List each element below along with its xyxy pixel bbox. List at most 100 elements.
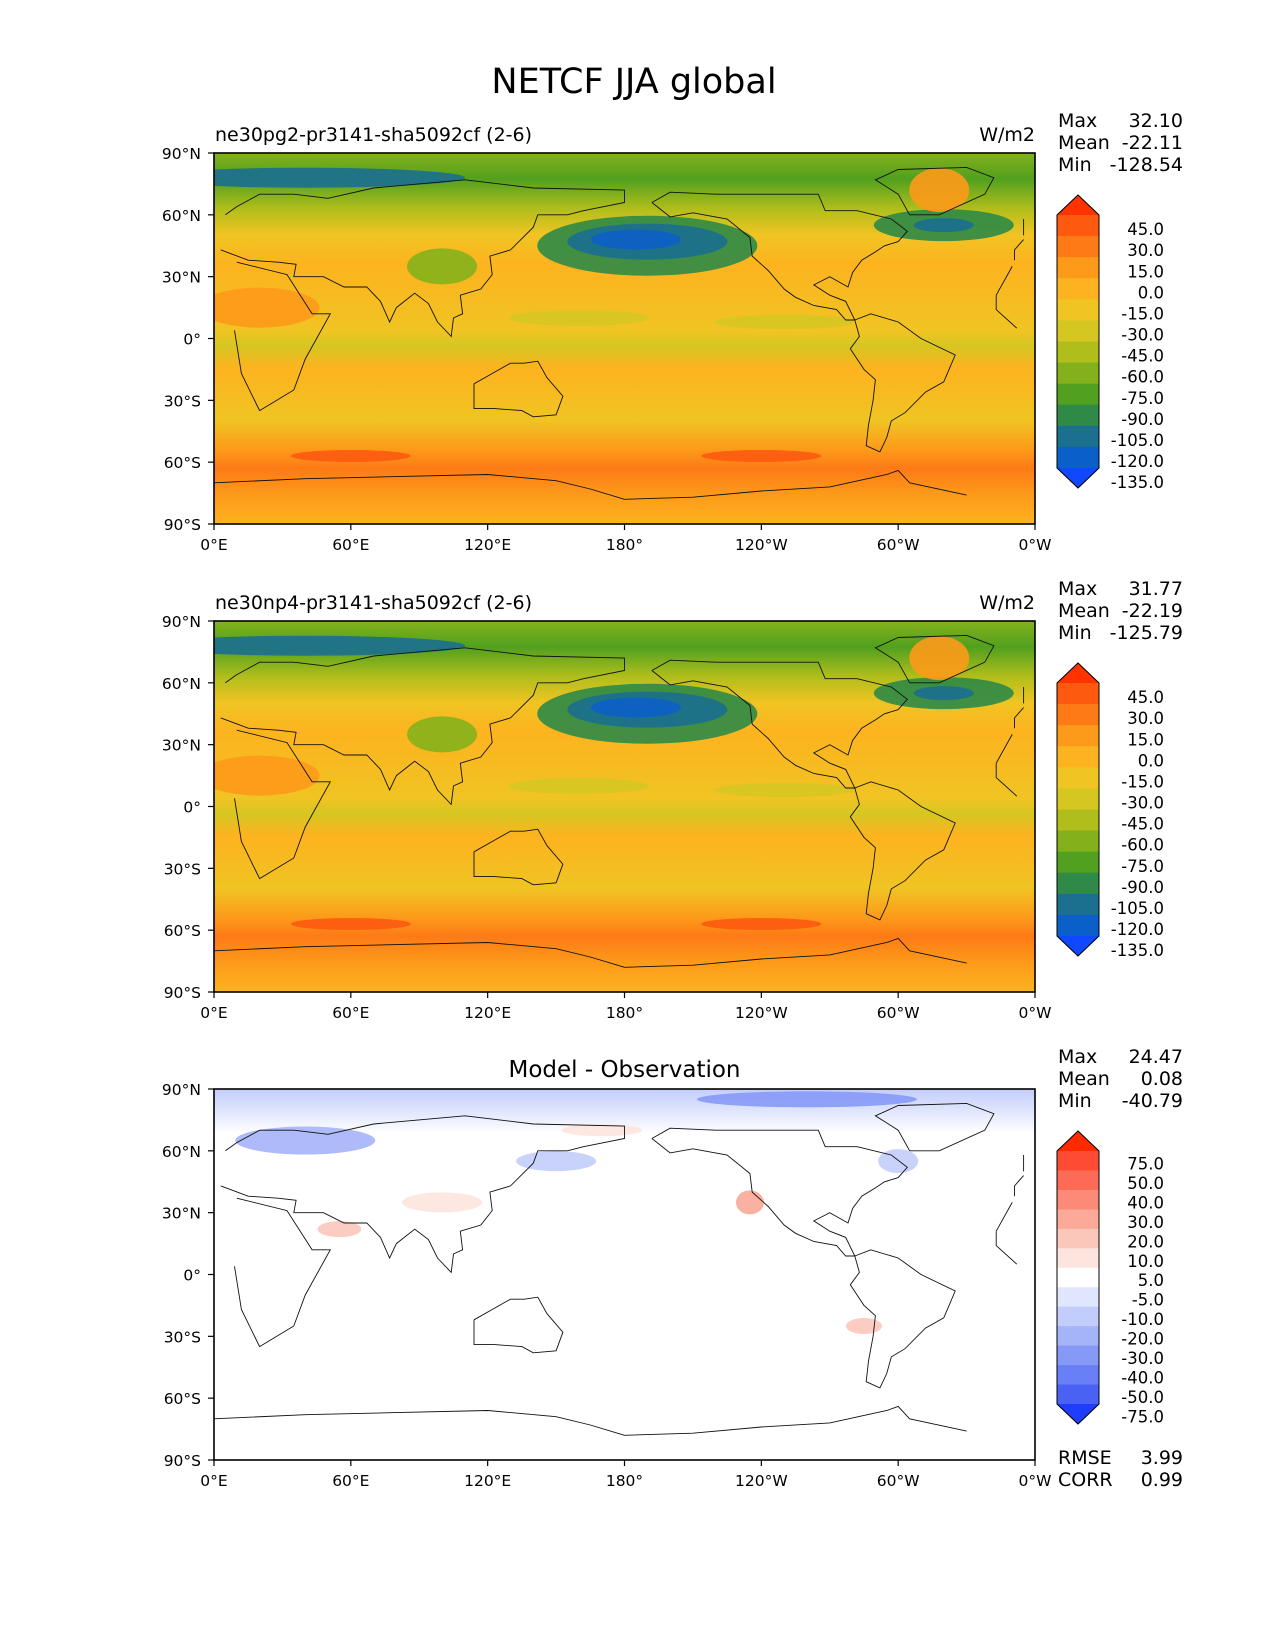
colorbar-label: -90.0 xyxy=(1121,878,1164,897)
y-tick-label: 0° xyxy=(183,331,201,349)
x-tick-label: 60°E xyxy=(332,1472,369,1490)
stat-label: Mean xyxy=(1058,1068,1110,1090)
colorbar-label: 15.0 xyxy=(1127,730,1164,749)
colorbar-segment xyxy=(1057,1189,1099,1210)
colorbar-label: -30.0 xyxy=(1121,794,1164,813)
colorbar-label: -5.0 xyxy=(1132,1291,1164,1310)
colorbar-label: 10.0 xyxy=(1127,1252,1164,1271)
colorbar-label: -20.0 xyxy=(1121,1330,1164,1349)
y-tick-label: 60°N xyxy=(162,207,201,225)
colorbar-segment xyxy=(1057,404,1099,427)
sahara-region xyxy=(214,287,320,328)
npacific-min xyxy=(590,697,681,718)
colorbar-label: 30.0 xyxy=(1127,709,1164,728)
southern-ocean-a xyxy=(290,917,411,930)
colorbar-segment xyxy=(1057,278,1099,300)
colorbar-label: -105.0 xyxy=(1111,431,1164,450)
stat-label: Max xyxy=(1058,1046,1097,1068)
diff-blue-eurasia xyxy=(235,1126,376,1155)
y-tick-label: 30°N xyxy=(162,737,201,755)
southern-ocean-a xyxy=(290,449,411,462)
map-panel-3: 0°E 60°E 120°E 180° 120°W 60°W 0°W 90°N 60°N 30°N… xyxy=(162,1046,1183,1491)
x-tick-label: 60°W xyxy=(877,536,920,554)
colorbar-segment xyxy=(1057,830,1099,853)
field-background xyxy=(214,621,1035,992)
colorbar-label: -120.0 xyxy=(1111,452,1164,471)
colorbar-segment xyxy=(1057,1365,1099,1386)
y-tick-label: 60°N xyxy=(162,675,201,693)
colorbar-segment xyxy=(1057,704,1099,726)
coastline xyxy=(651,659,908,789)
diff-blue-arctic xyxy=(696,1091,917,1108)
colorbar-label: 0.0 xyxy=(1138,283,1164,302)
coastline xyxy=(874,634,995,684)
y-tick-label: 30°S xyxy=(164,860,201,878)
tibet-region xyxy=(407,248,478,285)
colorbar-segment xyxy=(1057,341,1099,364)
colorbar-segment xyxy=(1057,1306,1099,1327)
panel-subtitle: ne30pg2-pr3141-sha5092cf (2-6) xyxy=(215,124,532,146)
colorbar: 45.0 30.0 15.0 0.0 -15.0 -30.0 -45.0 -60.0 -75.0… xyxy=(1056,194,1164,492)
colorbar-label: -120.0 xyxy=(1111,920,1164,939)
natlantic-core xyxy=(913,218,974,233)
y-tick-label: 60°S xyxy=(164,1390,201,1408)
natlantic-core xyxy=(913,686,974,701)
colorbar-label: -75.0 xyxy=(1121,1407,1164,1426)
itcz-east xyxy=(714,315,855,330)
coastline xyxy=(651,1127,908,1257)
arctic-band xyxy=(214,635,466,656)
colorbar-segment xyxy=(1057,362,1099,385)
coastline xyxy=(473,1296,564,1354)
colorbar-segment xyxy=(1057,299,1099,321)
field-layer xyxy=(214,1089,1035,1460)
x-tick-label: 0°W xyxy=(1019,1472,1052,1490)
colorbar: 45.0 30.0 15.0 0.0 -15.0 -30.0 -45.0 -60.0 -75.0… xyxy=(1056,662,1164,960)
colorbar-segment xyxy=(1057,257,1099,279)
x-tick-label: 0°W xyxy=(1019,536,1052,554)
colorbar-segment xyxy=(1057,1170,1099,1191)
coastline xyxy=(473,828,564,886)
colorbar-label: -135.0 xyxy=(1111,941,1164,960)
diff-red-asia xyxy=(402,1192,483,1213)
colorbar-segment xyxy=(1057,683,1099,705)
map-panel-2: 0°E 60°E 120°E 180° 120°W 60°W 0°W 90°N 60°N 30°N… xyxy=(162,578,1183,1022)
southern-ocean-b xyxy=(701,449,822,462)
colorbar-label: 45.0 xyxy=(1127,688,1164,707)
coastline xyxy=(220,647,1025,806)
colorbar-label: -10.0 xyxy=(1121,1310,1164,1329)
colorbar-segment xyxy=(1057,767,1099,789)
stat-value: -22.11 xyxy=(1122,132,1183,154)
colorbar-segment xyxy=(1057,746,1099,768)
coastline xyxy=(473,360,564,418)
coastline xyxy=(651,191,908,321)
y-tick-label: 90°S xyxy=(164,984,201,1002)
y-tick-label: 90°S xyxy=(164,516,201,534)
x-tick-label: 120°E xyxy=(464,536,511,554)
colorbar-label: 45.0 xyxy=(1127,220,1164,239)
units-label: W/m2 xyxy=(979,592,1035,614)
map-panel-1: 0°E 60°E 120°E 180° 120°W 60°W 0°W 90°N 60°N 30°N… xyxy=(162,110,1183,554)
x-tick-label: 120°W xyxy=(735,536,788,554)
diff-red-arabia xyxy=(317,1221,362,1238)
rmse-label: RMSE xyxy=(1058,1447,1112,1469)
diff-red-chukchi xyxy=(561,1124,642,1137)
colorbar-outline xyxy=(1056,1130,1100,1425)
x-tick-label: 120°W xyxy=(735,1472,788,1490)
arctic-band xyxy=(214,167,466,188)
stat-label: Min xyxy=(1058,1090,1092,1112)
colorbar-extend-bottom xyxy=(1057,468,1099,488)
colorbar-label: 75.0 xyxy=(1127,1154,1164,1173)
coastline xyxy=(874,166,995,216)
x-tick-label: 0°E xyxy=(200,1004,227,1022)
colorbar-segment xyxy=(1057,893,1099,916)
coastline xyxy=(234,1197,1018,1348)
stat-value: 0.08 xyxy=(1141,1068,1183,1090)
colorbar-segment xyxy=(1057,809,1099,832)
y-tick-label: 60°N xyxy=(162,1143,201,1161)
y-tick-label: 30°N xyxy=(162,269,201,287)
coastline xyxy=(220,1115,1025,1274)
panel-subtitle: Model - Observation xyxy=(508,1057,740,1083)
colorbar-segment xyxy=(1057,1287,1099,1308)
diff-red-peru xyxy=(845,1318,882,1335)
y-tick-label: 30°S xyxy=(164,1328,201,1346)
